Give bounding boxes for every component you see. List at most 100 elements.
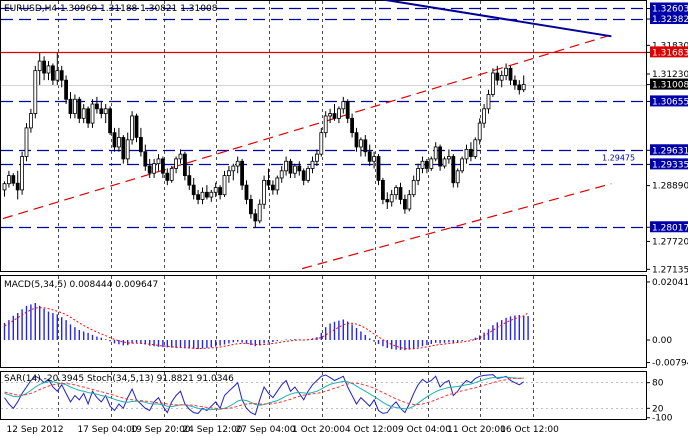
price-overlap-label: 1.29475 [602,154,635,163]
candle [15,170,20,200]
candle [196,189,201,205]
price-tag-label: 1.32603 [652,4,688,14]
macd-label: MACD(5,34,5) 0.008444 0.009647 [4,280,158,290]
stoch-tick-label: 20 [652,404,664,414]
price-tick-label: 1.31230 [652,70,688,80]
stoch-tick-label: 80 [652,379,664,389]
price-tick-label: 1.27135 [652,265,688,275]
candle [130,111,135,145]
candle [482,104,487,128]
candle [279,166,284,183]
candle [42,56,46,81]
trendline-channel-top [2,34,612,220]
candle [138,127,143,157]
grid [58,1,534,419]
candle [90,99,95,128]
candle [134,113,139,143]
candle [218,185,223,200]
candle-body [363,139,368,153]
candle-body [433,146,438,160]
candle [160,156,165,178]
candle-body [174,158,179,169]
candle-body [15,182,20,191]
candle [464,144,469,164]
candle [191,177,196,200]
candle-body [191,184,196,196]
candle [323,111,328,138]
candle-body [244,184,249,200]
candle-body [420,160,425,169]
candle [429,156,434,171]
candle [363,135,368,157]
candle-body [517,84,522,91]
candle-body [117,137,121,148]
candle [504,63,509,81]
candle [143,144,148,171]
candle [354,127,359,152]
candle-body [81,108,86,119]
candle [147,158,152,178]
price-tag [650,158,688,170]
candle-body [376,156,381,181]
candle-body [51,65,55,81]
candle [213,182,218,198]
candle [174,156,179,174]
candle-body [402,199,407,210]
candle [51,63,55,85]
candle-body [336,108,341,119]
candle [7,170,11,188]
candle [231,163,236,181]
stoch-tick-label: -100 [652,414,673,424]
candle [473,137,478,159]
candle [178,149,183,164]
x-tick-label: 27 Sep 04:00 [235,425,295,435]
candle-body [310,160,315,169]
candle-body [59,70,64,81]
macd-tick-label: -0.00794 [652,359,688,369]
candle [438,144,443,171]
candle-body [125,139,130,160]
candle-body [37,60,42,72]
candle [81,104,86,124]
candle [99,101,104,119]
candle [235,156,240,174]
candle-body [178,153,183,160]
candle-body [460,158,465,172]
candle-body [112,132,117,148]
candle-body [341,101,346,110]
candle-body [407,194,412,210]
candle [372,151,377,169]
candle-body [442,158,447,167]
candle-body [468,148,473,157]
candle [468,142,473,162]
candle [301,168,306,186]
candle [253,208,258,229]
candle [46,61,51,81]
candle-body [504,67,509,76]
candle-body [350,117,355,134]
price-tag [650,46,688,58]
candle-body [446,156,451,160]
candle-body [508,67,513,81]
candle [121,135,126,164]
candle-body [213,187,218,193]
candle [24,123,29,162]
candle-body [306,168,311,181]
candle-body [130,115,135,141]
candle-body [103,108,108,114]
trendlines [2,0,612,270]
candle-body [473,139,478,157]
candle-body [345,101,350,119]
candle [257,199,262,224]
candle [275,175,280,195]
candle-body [28,113,33,129]
candle [244,180,249,205]
candle-body [90,103,95,124]
candle-body [297,165,302,172]
candle-body [521,84,526,91]
candle-body [398,187,403,200]
candle-body [143,151,148,167]
candle [103,104,108,124]
candle [319,127,324,157]
candle [442,156,447,169]
